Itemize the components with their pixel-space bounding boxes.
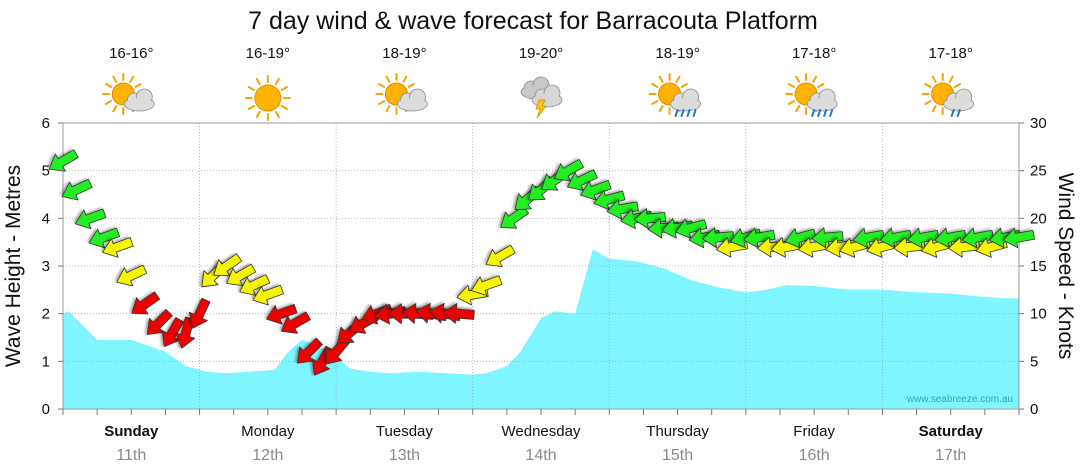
wind-arrow: [578, 178, 612, 201]
day-name-label: Sunday: [104, 423, 159, 440]
wind-arrow: [129, 291, 161, 315]
y2-tick-label: 10: [1030, 306, 1047, 323]
wind-arrow: [905, 226, 940, 249]
wind-arrow: [144, 309, 173, 335]
weather-row: 16-16° 16-19° 18-19° 19-20° 18-19° 17-18° 17-1…: [102, 45, 975, 121]
temperature-label: 17-18°: [792, 45, 836, 62]
y2-tick-label: 15: [1030, 258, 1047, 275]
wind-arrow: [783, 226, 817, 249]
day-date-label: 15th: [662, 447, 693, 464]
day-name-label: Wednesday: [502, 423, 581, 440]
wind-arrow: [483, 244, 516, 268]
y2-tick-label: 25: [1030, 163, 1047, 180]
wind-arrow: [960, 226, 994, 249]
y-tick-label: 6: [42, 115, 50, 132]
light-showers-icon: [921, 73, 975, 117]
day-date-label: 11th: [116, 447, 146, 464]
wind-arrow: [59, 178, 93, 201]
wind-arrow: [700, 225, 735, 249]
wave-area: [63, 249, 1019, 409]
y-tick-label: 2: [42, 306, 50, 323]
wind-arrow: [100, 236, 134, 258]
day-date-label: 13th: [389, 447, 420, 464]
day-name-label: Friday: [793, 423, 835, 440]
wind-arrow: [441, 301, 475, 324]
wind-arrow: [673, 217, 708, 239]
day-name-label: Monday: [241, 423, 295, 440]
temperature-label: 16-19°: [246, 45, 290, 62]
wind-arrow: [250, 283, 284, 306]
day-date-label: 17th: [935, 447, 966, 464]
day-name-label: Tuesday: [376, 423, 433, 440]
wind-arrow: [933, 226, 967, 249]
wave-height-area: [63, 249, 1019, 409]
day-name-label: Thursday: [646, 423, 709, 440]
y2-tick-label: 5: [1030, 353, 1038, 370]
temperature-label: 16-16°: [109, 45, 153, 62]
wind-arrow: [73, 207, 107, 230]
y-tick-label: 4: [42, 210, 50, 227]
plot-area: www.seabreeze.com.au: [46, 122, 1035, 410]
day-date-label: 12th: [252, 447, 283, 464]
day-date-label: 14th: [525, 447, 556, 464]
sunny-icon: [244, 75, 291, 121]
y-axis-left: 0 1 2 3 4 5 6: [42, 115, 63, 418]
temperature-label: 18-19°: [655, 45, 699, 62]
wind-arrow: [279, 310, 311, 334]
partly-cloudy-icon: [375, 73, 428, 115]
day-date-label: 16th: [799, 447, 830, 464]
wind-arrow: [741, 226, 776, 249]
wind-arrow: [114, 263, 148, 287]
wind-arrows: [46, 148, 1035, 376]
temperature-label: 18-19°: [382, 45, 426, 62]
wind-arrow: [605, 197, 639, 220]
y2-tick-label: 20: [1030, 210, 1047, 227]
wind-arrow: [211, 252, 243, 277]
y-axis-right: 0 5 10 15 20 25 30: [1019, 115, 1047, 418]
partly-cloudy-icon: [102, 73, 155, 115]
temperature-label: 19-20°: [519, 45, 563, 62]
rain-showers-icon: [648, 73, 701, 117]
wind-arrow: [565, 168, 598, 191]
x-axis: Sunday 11th Monday 12th Tuesday 13th Wednesday…: [62, 409, 1020, 464]
y-tick-label: 3: [42, 258, 50, 275]
wind-arrow: [295, 337, 323, 364]
y-tick-label: 1: [42, 353, 50, 370]
wind-arrow: [46, 148, 79, 172]
chart-title: 7 day wind & wave forecast for Barracout…: [248, 7, 818, 35]
wind-arrow: [632, 206, 667, 229]
y2-tick-label: 0: [1030, 401, 1038, 418]
wind-arrow: [810, 225, 844, 249]
wind-arrow: [552, 158, 584, 182]
wind-arrow: [1001, 226, 1035, 249]
y-tick-label: 5: [42, 163, 50, 180]
y2-tick-label: 30: [1030, 115, 1047, 132]
wind-arrow: [186, 297, 211, 329]
wind-arrow: [264, 302, 298, 325]
wind-arrow: [851, 226, 885, 249]
y-axis-left-title: Wave Height - Metres: [2, 165, 25, 367]
wind-arrow: [878, 226, 913, 249]
temperature-label: 17-18°: [929, 45, 973, 62]
wind-arrow: [237, 273, 271, 296]
wind-arrow: [591, 188, 626, 211]
wind-arrow: [469, 274, 503, 296]
day-name-label: Saturday: [919, 423, 984, 440]
wind-arrow: [86, 226, 121, 249]
credit-text: www.seabreeze.com.au: [906, 394, 1013, 405]
wind-arrow: [224, 263, 257, 287]
rain-showers-icon: [785, 73, 838, 117]
thunderstorm-icon: [520, 76, 563, 119]
y-axis-right-title: Wind Speed - Knots: [1054, 173, 1077, 360]
y-tick-label: 0: [42, 401, 50, 418]
